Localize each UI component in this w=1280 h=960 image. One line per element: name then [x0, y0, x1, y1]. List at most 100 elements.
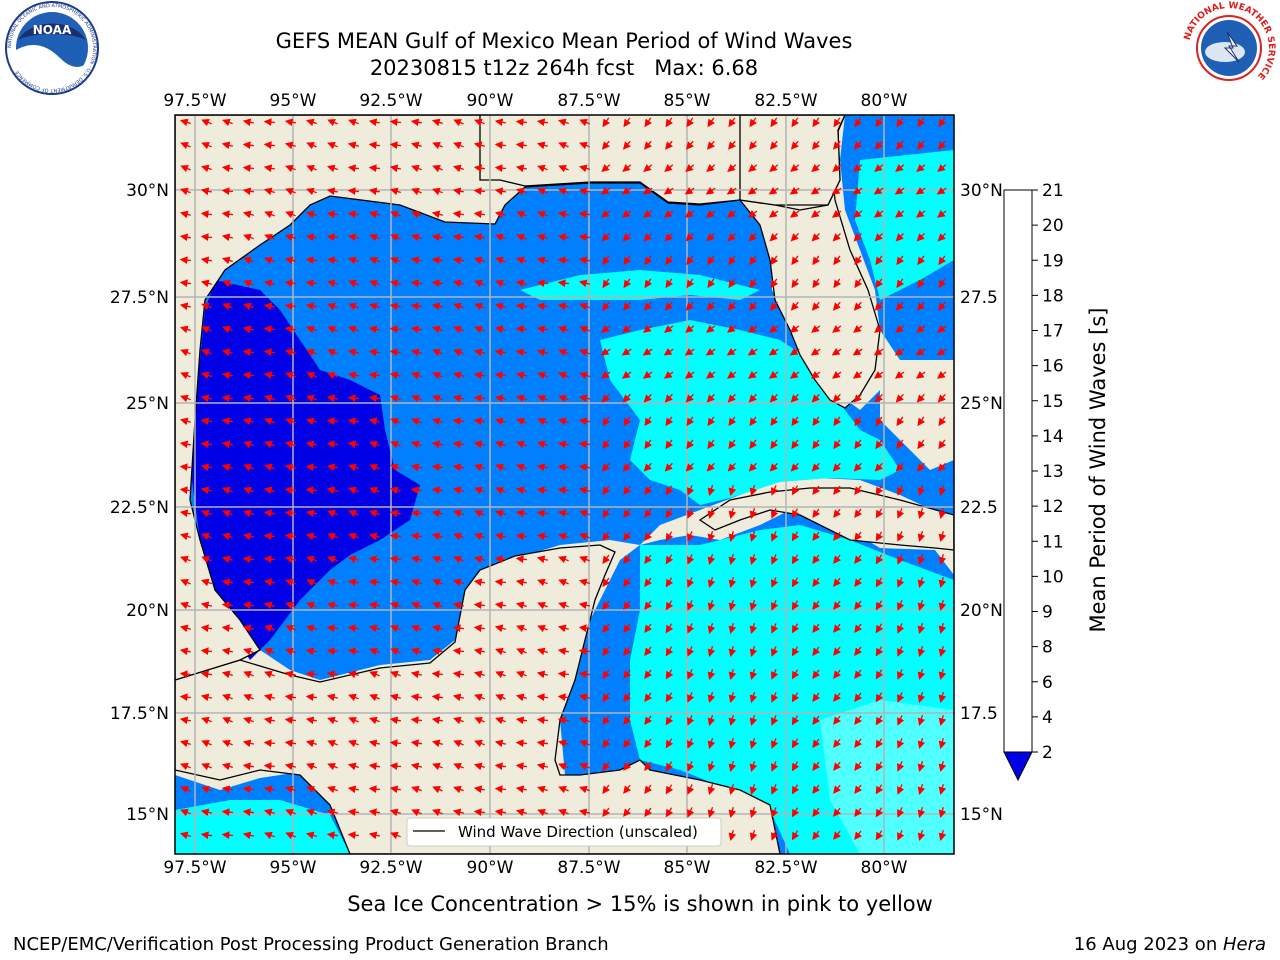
wave-direction-arrow [494, 762, 507, 771]
wave-direction-arrow [495, 670, 506, 679]
wave-direction-arrow [368, 302, 380, 311]
wave-direction-arrow [306, 187, 317, 196]
wave-direction-arrow [411, 371, 422, 380]
wave-direction-arrow [601, 393, 610, 403]
wave-direction-arrow [242, 532, 255, 541]
wave-direction-arrow [201, 509, 212, 518]
wave-direction-arrow [389, 394, 401, 403]
wave-direction-arrow [431, 670, 444, 679]
wave-direction-arrow [854, 485, 863, 496]
wave-direction-arrow [264, 647, 275, 656]
wave-direction-arrow [327, 785, 338, 794]
wave-direction-arrow [938, 554, 947, 566]
wave-direction-arrow [810, 370, 821, 379]
wave-direction-arrow [327, 141, 338, 150]
wave-direction-arrow [602, 531, 611, 542]
wave-direction-arrow [179, 532, 191, 541]
wave-direction-arrow [771, 531, 779, 542]
wave-direction-arrow [537, 417, 548, 426]
wave-direction-arrow [179, 417, 191, 426]
wave-direction-arrow [536, 509, 549, 518]
wave-direction-arrow [473, 647, 486, 656]
wave-direction-arrow [347, 785, 360, 794]
wave-direction-arrow [369, 647, 380, 656]
wave-direction-arrow [896, 439, 905, 450]
wave-direction-arrow [833, 600, 841, 610]
wave-direction-arrow [284, 762, 297, 771]
wave-direction-arrow [685, 325, 695, 333]
wave-direction-arrow [601, 164, 611, 173]
wave-direction-arrow [938, 508, 947, 520]
wave-direction-arrow [687, 715, 695, 726]
wave-direction-arrow [432, 394, 443, 403]
wave-direction-arrow [895, 325, 905, 333]
wave-direction-arrow [347, 555, 359, 564]
wave-direction-arrow [579, 785, 590, 794]
wave-direction-arrow [771, 715, 779, 726]
wave-direction-arrow [790, 325, 800, 333]
wave-direction-arrow [557, 624, 569, 633]
wave-direction-arrow [833, 117, 842, 128]
wave-direction-arrow [200, 463, 212, 472]
wave-direction-arrow [643, 325, 653, 333]
wave-direction-arrow [473, 601, 486, 610]
wave-direction-arrow [623, 669, 631, 679]
wave-direction-arrow [200, 693, 213, 702]
wave-direction-arrow [557, 417, 569, 426]
wave-direction-arrow [705, 347, 716, 356]
wave-direction-arrow [728, 669, 737, 681]
wave-direction-arrow [791, 577, 800, 588]
wave-direction-arrow [768, 347, 779, 356]
wave-direction-arrow [771, 554, 779, 565]
wave-direction-arrow [326, 417, 339, 426]
wave-direction-arrow [453, 118, 464, 127]
wave-direction-arrow [305, 302, 318, 311]
wave-direction-arrow [389, 509, 402, 518]
wave-direction-arrow [602, 508, 611, 519]
wave-direction-arrow [706, 232, 715, 242]
wave-direction-arrow [284, 532, 296, 541]
lon-label-bottom: 87.5°W [557, 858, 620, 878]
wave-direction-arrow [728, 255, 737, 266]
wave-direction-arrow [201, 325, 212, 334]
wave-direction-arrow [578, 210, 591, 219]
wave-direction-arrow [833, 485, 841, 495]
wave-direction-arrow [749, 715, 758, 727]
wave-direction-arrow [917, 531, 926, 543]
wave-direction-arrow [621, 347, 632, 356]
wave-direction-arrow [749, 646, 758, 658]
wave-direction-arrow [284, 509, 297, 518]
wave-direction-arrow [221, 555, 233, 564]
wave-direction-arrow [368, 371, 381, 380]
wave-direction-arrow [623, 623, 631, 633]
wave-direction-arrow [875, 255, 884, 266]
wave-direction-arrow [578, 371, 590, 380]
wave-direction-arrow [937, 232, 946, 242]
wave-direction-arrow [305, 647, 318, 656]
wave-direction-arrow [578, 486, 591, 495]
wave-direction-arrow [579, 348, 590, 357]
wave-direction-arrow [895, 462, 904, 472]
wave-direction-arrow [200, 647, 213, 656]
wave-direction-arrow [812, 554, 821, 565]
colorbar-tick-label: 10 [1042, 567, 1064, 587]
wave-direction-arrow [623, 485, 631, 495]
wave-direction-arrow [243, 670, 254, 679]
wave-direction-arrow [579, 302, 590, 311]
wave-direction-arrow [557, 440, 570, 449]
wave-direction-arrow [728, 623, 737, 635]
wave-direction-arrow [621, 209, 632, 218]
wave-direction-arrow [938, 416, 947, 427]
wave-direction-arrow [664, 140, 673, 150]
wave-direction-arrow [537, 578, 548, 587]
wave-direction-arrow [368, 394, 380, 403]
wave-direction-arrow [917, 508, 926, 520]
wave-direction-arrow [707, 117, 716, 128]
wave-direction-arrow [432, 785, 443, 794]
wave-direction-arrow [326, 578, 338, 587]
wave-direction-arrow [368, 348, 381, 357]
wave-direction-arrow [727, 462, 736, 472]
lon-label-top: 80°W [861, 91, 908, 111]
wave-direction-arrow [853, 164, 863, 173]
wave-direction-arrow [347, 578, 360, 587]
